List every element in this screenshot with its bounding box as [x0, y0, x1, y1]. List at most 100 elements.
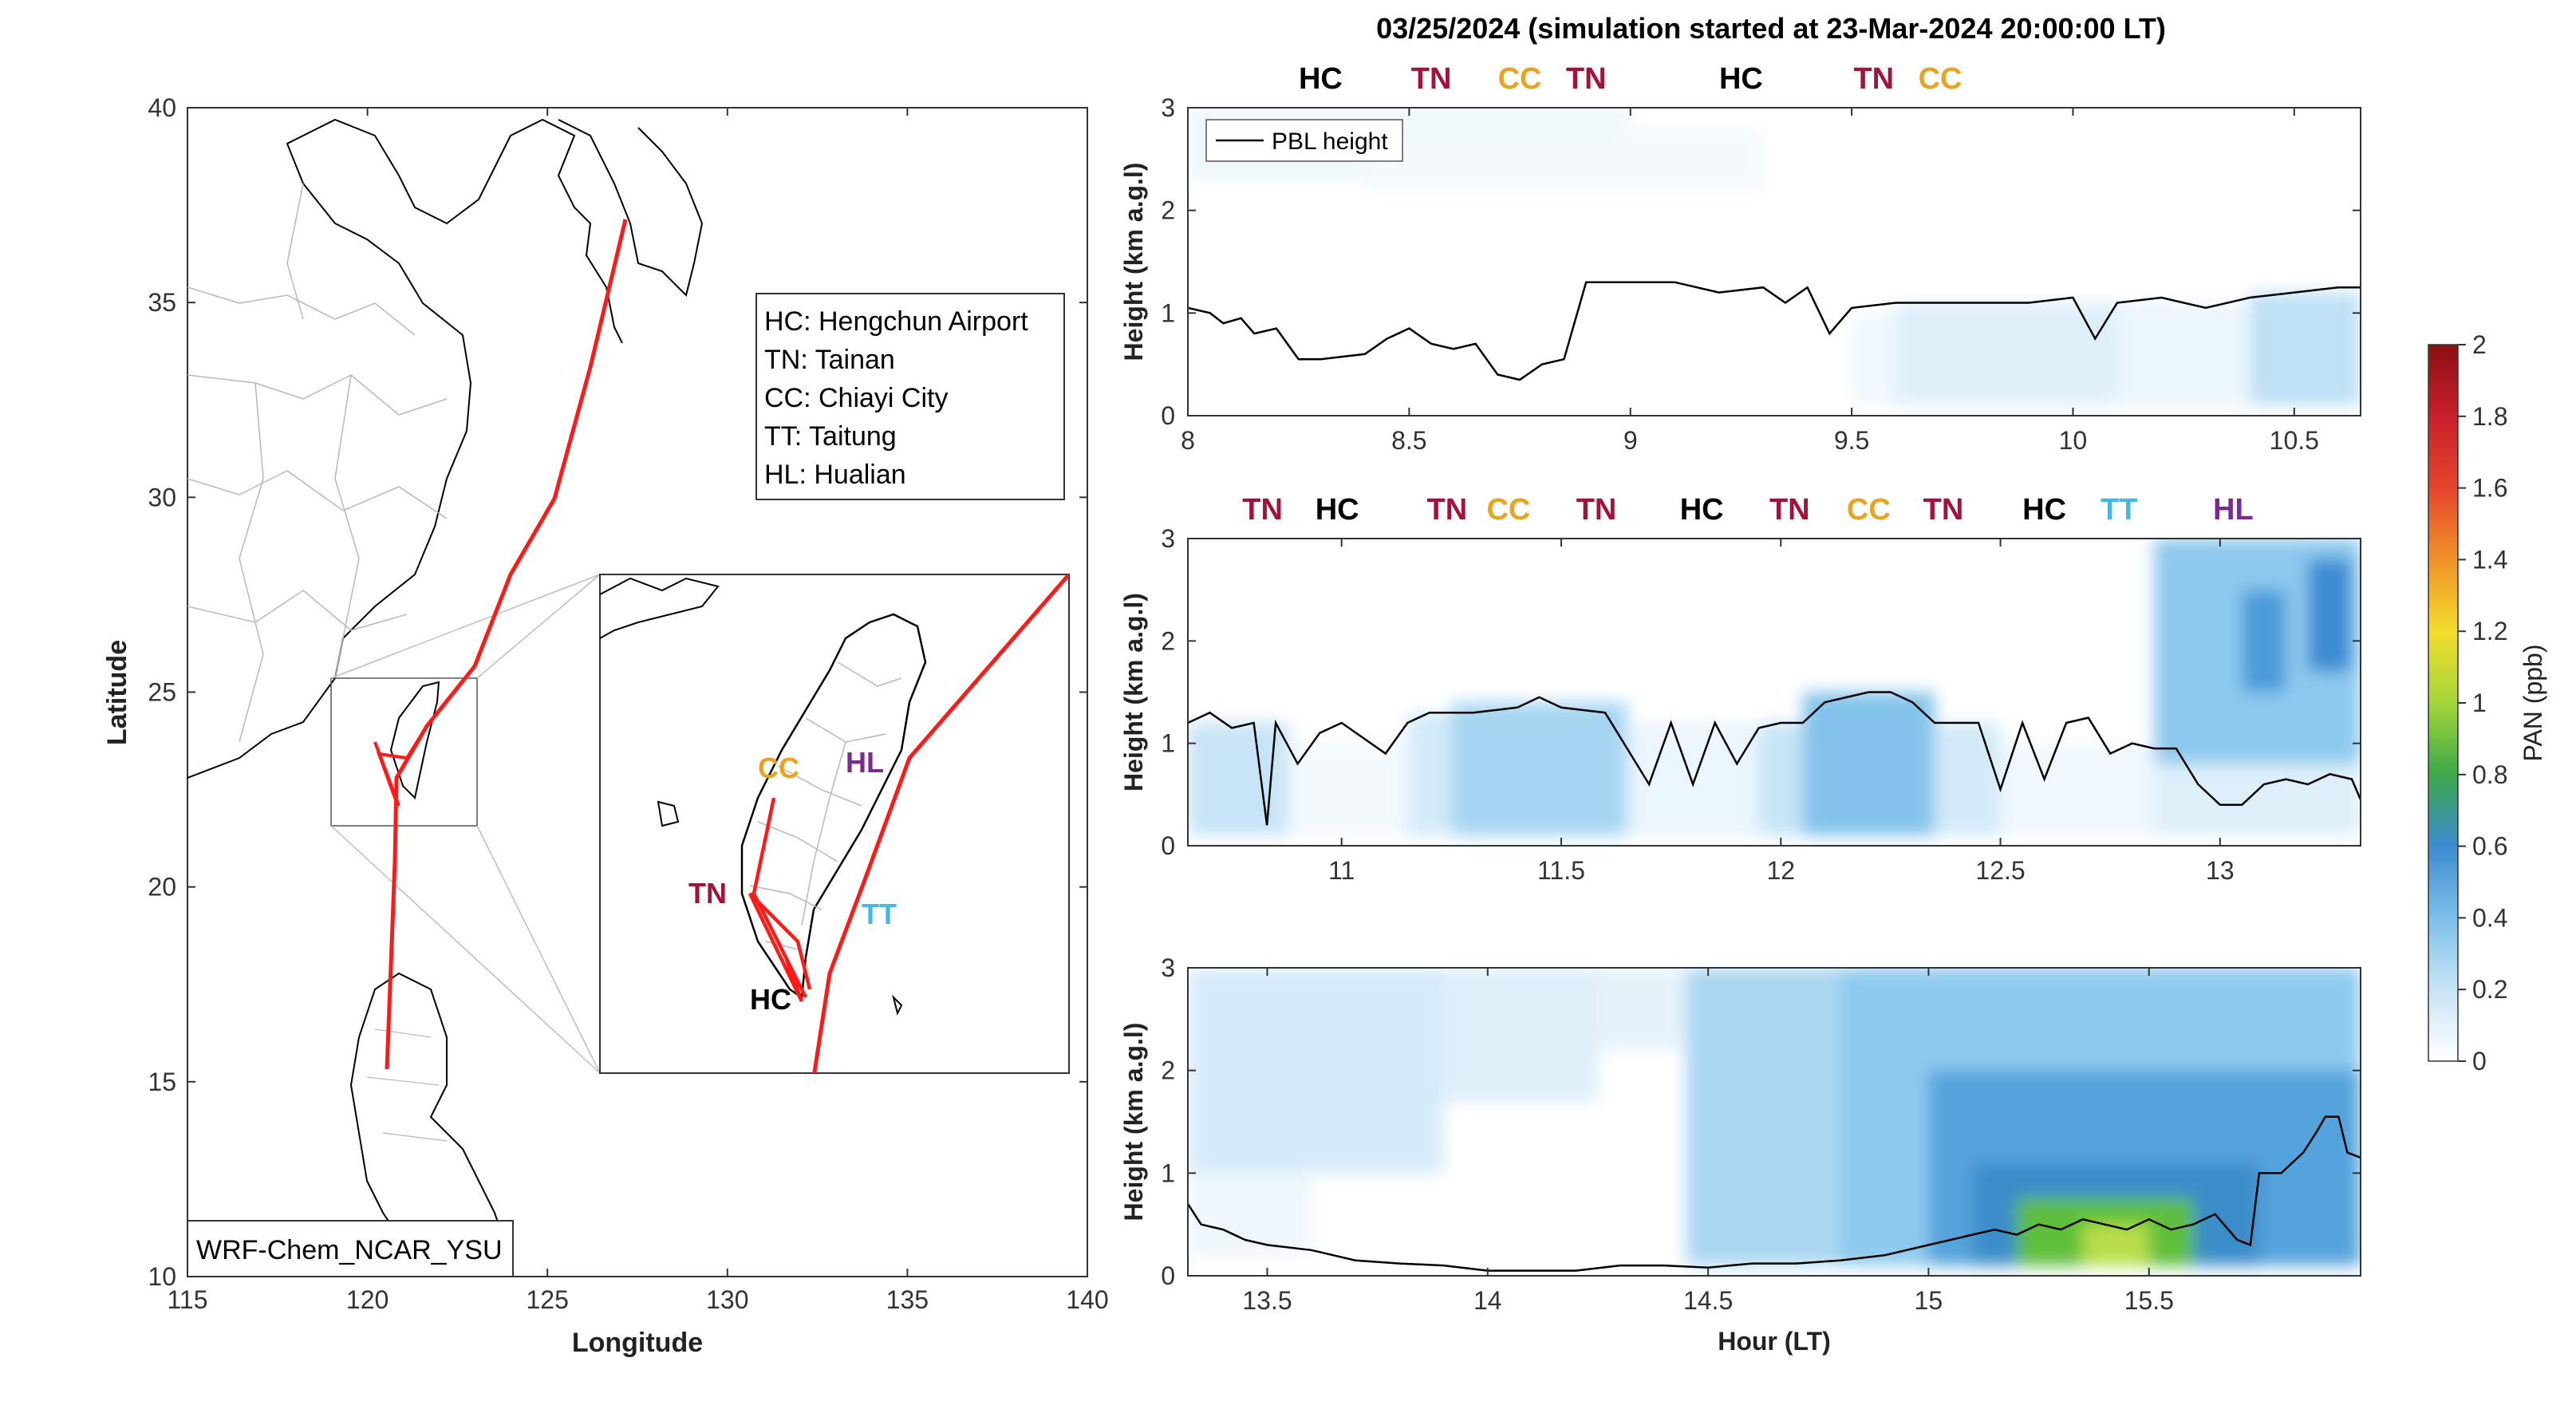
pan-cell	[1451, 702, 1627, 836]
colorbar-tick-label: 1.8	[2472, 402, 2507, 431]
pan-cell	[1188, 968, 1444, 1174]
site-label-tn: TN	[1242, 493, 1283, 527]
map-xtick-label: 120	[346, 1285, 389, 1314]
pan-cell	[1686, 968, 1840, 1266]
pan-cell	[1288, 743, 1408, 836]
legend-item-hc: HC: Hengchun Airport	[764, 306, 1028, 337]
korea-coastline	[558, 119, 704, 297]
pan-cell	[1443, 968, 1598, 1102]
colorbar: 0 0.2 0.4 0.6 0.8 1 1.2 1.4 1.6 1.8 2 PAN (ppb)	[2428, 330, 2547, 1076]
site-label-tn: TN	[1853, 62, 1894, 96]
colorbar-tick-label: 0.2	[2472, 975, 2507, 1004]
pan-cell	[1188, 1173, 1312, 1256]
pbl-legend-label: PBL height	[1272, 128, 1388, 155]
site-label-tn: TN	[1923, 493, 1964, 527]
site-label-cc: CC	[1847, 493, 1891, 527]
map-ytick-label: 15	[148, 1068, 176, 1096]
pan-cell	[1597, 968, 1686, 1050]
inset-label-hc: HC	[750, 983, 791, 1016]
ytick-label: 0	[1161, 1261, 1175, 1290]
ytick-label: 0	[1161, 831, 1175, 860]
taiwan-inset: CC HL TN TT HC	[599, 574, 1070, 1074]
colorbar-tick-label: 2	[2472, 330, 2487, 359]
xtick-label: 14.5	[1683, 1286, 1733, 1315]
pan-cell	[1802, 692, 1935, 836]
xtick-label: 15	[1915, 1286, 1943, 1315]
map-panel: 115 120 125 130 135 140 10 15 20 25 30 35 40 Longitu…	[102, 93, 1109, 1358]
xtick-label: 13	[2206, 856, 2235, 885]
xtick-label: 12	[1766, 856, 1795, 885]
zoom-box	[330, 677, 478, 827]
pan-cell	[1407, 712, 1452, 836]
pan-cell	[2082, 1224, 2149, 1266]
panel-ylabel: Height (km a.g.l)	[1119, 593, 1148, 791]
colorbar-tick-label: 0.8	[2472, 760, 2507, 789]
legend-item-cc: CC: Chiayi City	[764, 383, 948, 413]
site-label-tn: TN	[1769, 493, 1810, 527]
inset-label-cc: CC	[758, 752, 799, 784]
site-label-hl: HL	[2213, 493, 2254, 527]
map-xtick-label: 140	[1066, 1285, 1108, 1314]
xtick-label: 9.5	[1834, 426, 1869, 455]
pbl-height-line	[1188, 691, 2361, 826]
flight-track	[385, 219, 628, 1070]
xtick-label: 12.5	[1975, 856, 2025, 885]
pan-cell	[1896, 302, 2117, 406]
pan-cell	[1627, 723, 1759, 836]
model-label: WRF-Chem_NCAR_YSU	[196, 1235, 503, 1265]
legend-item-tn: TN: Tainan	[764, 345, 895, 375]
figure-title: 03/25/2024 (simulation started at 23-Mar…	[1376, 12, 2166, 45]
pbl-height-line	[1188, 1115, 2361, 1272]
pan-cell	[2250, 292, 2361, 406]
map-ytick-label: 35	[148, 288, 176, 317]
hour-xlabel: Hour (LT)	[1718, 1327, 1831, 1356]
map-ytick-label: 20	[148, 873, 176, 902]
model-label-box: WRF-Chem_NCAR_YSU	[187, 1220, 514, 1277]
taiwan-small-coastline	[389, 681, 440, 800]
xtick-label: 11.5	[1537, 856, 1585, 885]
map-ylabel: Latitude	[102, 640, 132, 745]
xtick-label: 10.5	[2270, 426, 2319, 455]
site-label-tn: TN	[1411, 62, 1452, 96]
colorbar-gradient	[2428, 344, 2459, 1062]
site-label-hc: HC	[1719, 62, 1763, 96]
xtick-label: 15.5	[2124, 1286, 2174, 1315]
map-ytick-label: 25	[148, 678, 176, 707]
inset-flight-track	[812, 574, 1069, 1073]
pan-cell	[2307, 558, 2352, 672]
ytick-label: 3	[1161, 524, 1175, 553]
colorbar-tick-label: 0.4	[2472, 903, 2507, 932]
pan-cell	[1852, 313, 1896, 406]
colorbar-label: PAN (ppb)	[2519, 644, 2547, 761]
colorbar-tick-label: 1.4	[2472, 545, 2507, 574]
ytick-label: 0	[1161, 401, 1175, 430]
colorbar-tick-label: 0.6	[2472, 832, 2507, 861]
map-xlabel: Longitude	[572, 1328, 703, 1358]
xtick-label: 11	[1328, 856, 1355, 885]
ytick-label: 1	[1161, 729, 1175, 758]
ytick-label: 3	[1161, 93, 1175, 122]
site-label-cc: CC	[1498, 62, 1542, 96]
xtick-label: 10	[2059, 426, 2088, 455]
ytick-label: 2	[1161, 196, 1175, 225]
pan-cell	[1758, 723, 1803, 836]
inset-label-tt: TT	[862, 898, 897, 930]
xtick-label: 14	[1473, 1286, 1502, 1315]
pan-cell	[1934, 723, 2001, 836]
map-ytick-label: 30	[148, 483, 176, 511]
xtick-label: 9	[1623, 426, 1638, 455]
panel-ylabel: Height (km a.g.l)	[1119, 1023, 1148, 1222]
xtick-label: 8.5	[1391, 426, 1426, 455]
pbl-legend: PBL height	[1205, 119, 1403, 162]
inset-label-hl: HL	[846, 746, 884, 779]
map-xtick-label: 115	[167, 1285, 207, 1314]
inset-label-tn: TN	[688, 877, 727, 910]
legend-item-hl: HL: Hualian	[764, 460, 906, 490]
site-label-cc: CC	[1919, 62, 1963, 96]
xtick-label: 8	[1181, 426, 1195, 455]
ytick-label: 1	[1161, 1158, 1175, 1187]
pan-cell	[1188, 723, 1289, 836]
ytick-label: 2	[1161, 1056, 1175, 1085]
site-label-hc: HC	[2022, 493, 2066, 527]
